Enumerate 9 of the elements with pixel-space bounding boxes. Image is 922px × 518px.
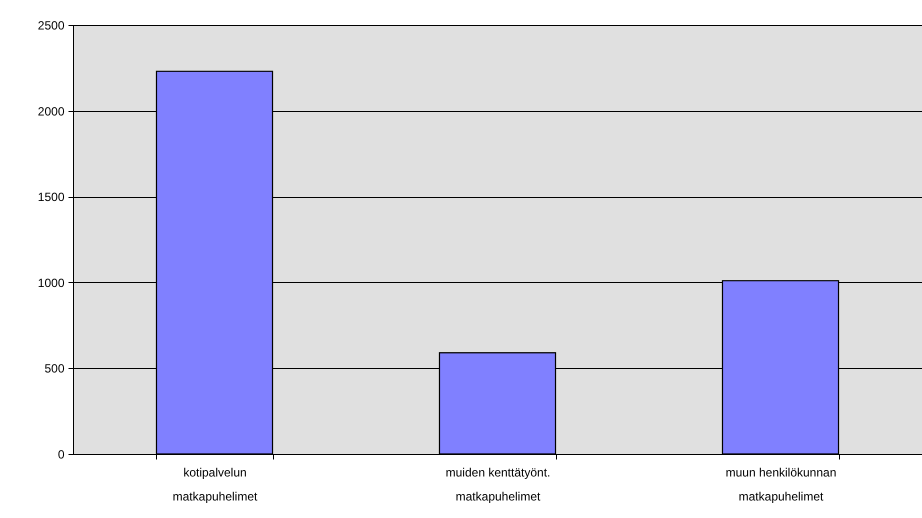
y-tick-label: 1500: [38, 190, 65, 204]
y-tick-label: 1000: [38, 276, 65, 290]
x-tick-label: kotipalvelun matkapuhelimet: [172, 466, 258, 504]
y-tick-label: 2500: [38, 18, 65, 32]
x-tick-label: muun henkilökunnan matkapuhelimet: [726, 466, 836, 504]
y-tick-label: 2000: [38, 104, 65, 118]
x-tick-label: muiden kenttätyönt. matkapuhelimet: [446, 466, 550, 504]
y-tick-label: 500: [44, 362, 65, 376]
y-tick-label: 0: [58, 448, 65, 462]
